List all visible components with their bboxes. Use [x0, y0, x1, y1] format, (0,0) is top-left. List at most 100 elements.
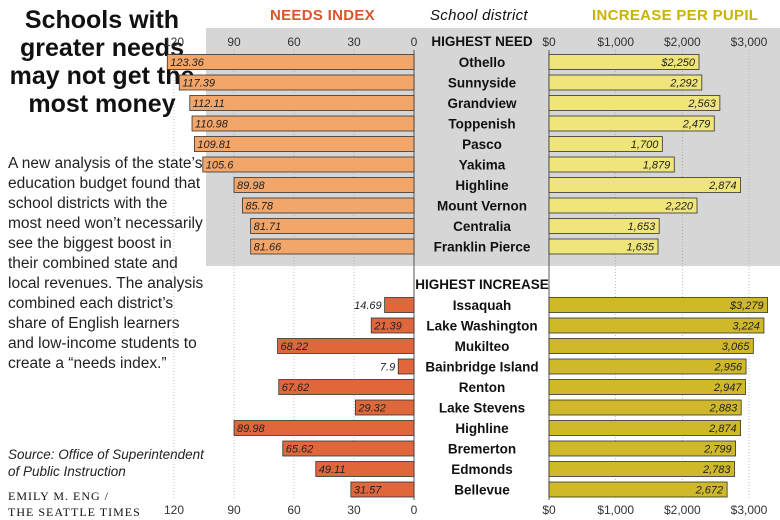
needs-value-label: 67.62 — [282, 382, 310, 394]
needs-tick-bottom: 0 — [411, 503, 418, 517]
increase-value-label: 2,947 — [713, 382, 742, 394]
needs-value-label: 112.11 — [193, 98, 225, 110]
needs-bar — [397, 358, 415, 375]
district-name: Lake Washington — [426, 319, 537, 334]
needs-bar — [233, 177, 415, 193]
needs-bar — [354, 399, 415, 416]
increase-bar — [548, 461, 735, 477]
needs-value-label: 85.78 — [245, 201, 273, 213]
needs-bar — [278, 379, 415, 395]
increase-per-pupil-header: INCREASE PER PUPIL — [592, 7, 759, 24]
group-title: HIGHEST INCREASE — [415, 277, 549, 292]
byline-outlet: THE SEATTLE TIMES — [8, 505, 141, 519]
increase-bar — [548, 54, 700, 70]
increase-bar — [548, 197, 698, 214]
district-name: Highline — [455, 178, 509, 193]
needs-tick-top: 0 — [411, 35, 418, 49]
increase-value-label: 2,479 — [682, 119, 711, 131]
needs-value-label: 65.62 — [286, 444, 314, 456]
needs-bar — [233, 420, 415, 436]
increase-bar — [548, 481, 728, 498]
needs-bar — [178, 74, 415, 91]
needs-bar — [384, 297, 415, 313]
needs-tick-top: 120 — [164, 35, 184, 49]
increase-bar — [548, 115, 715, 132]
needs-bar — [166, 54, 415, 70]
needs-tick-top: 90 — [227, 35, 241, 49]
byline: EMILY M. ENG / THE SEATTLE TIMES — [8, 488, 141, 520]
needs-tick-bottom: 90 — [227, 503, 241, 517]
needs-value-label: 105.6 — [206, 160, 234, 172]
district-name: Renton — [459, 380, 506, 395]
needs-tick-bottom: 60 — [287, 503, 301, 517]
needs-value-label: 81.66 — [254, 242, 282, 254]
needs-bar — [250, 238, 415, 255]
increase-value-label: 2,799 — [703, 444, 732, 456]
increase-value-label: 1,700 — [631, 139, 659, 151]
increase-value-label: 1,635 — [626, 242, 654, 254]
needs-bar — [277, 338, 415, 354]
increase-tick-top: $1,000 — [597, 35, 634, 49]
increase-tick-top: $0 — [542, 35, 556, 49]
increase-value-label: 2,783 — [702, 464, 731, 476]
district-name: Bellevue — [454, 483, 510, 498]
increase-value-label: $2,250 — [660, 57, 696, 69]
increase-tick-top: $3,000 — [731, 35, 768, 49]
headline: Schools with greater needs may not get t… — [9, 6, 195, 118]
district-name: Bainbridge Island — [425, 360, 538, 375]
increase-bar — [548, 379, 746, 395]
needs-value-label: 123.36 — [170, 57, 205, 69]
district-name: Mukilteo — [455, 339, 510, 354]
byline-author: EMILY M. ENG / — [8, 489, 110, 503]
needs-value-label: 89.98 — [237, 180, 265, 192]
increase-value-label: 2,220 — [664, 201, 693, 213]
increase-value-label: 2,956 — [714, 362, 743, 374]
needs-bar — [250, 218, 415, 234]
increase-value-label: 1,653 — [628, 221, 656, 233]
district-name: Yakima — [459, 158, 506, 173]
increase-bar — [548, 218, 660, 234]
district-name: Highline — [455, 421, 509, 436]
needs-value-label: 14.69 — [354, 300, 382, 312]
increase-bar — [548, 95, 721, 111]
increase-value-label: 2,883 — [709, 403, 738, 415]
needs-value-label: 109.81 — [197, 139, 231, 151]
increase-bar — [548, 297, 769, 313]
needs-value-label: 117.39 — [182, 78, 215, 90]
increase-tick-top: $2,000 — [664, 35, 701, 49]
group-title: HIGHEST NEED — [431, 34, 533, 49]
needs-value-label: 89.98 — [237, 423, 265, 435]
district-name: Bremerton — [448, 442, 516, 457]
district-name: Toppenish — [448, 117, 515, 132]
needs-bar — [191, 115, 415, 132]
increase-bar — [548, 317, 765, 334]
needs-value-label: 49.11 — [319, 464, 346, 476]
needs-value-label: 31.57 — [354, 485, 382, 497]
school-district-header: School district — [430, 7, 528, 24]
increase-bar — [548, 440, 737, 457]
increase-bar — [548, 420, 742, 436]
increase-value-label: 2,874 — [708, 180, 737, 192]
district-name: Franklin Pierce — [434, 240, 531, 255]
source-note: Source: Office of Superintendent of Publ… — [8, 447, 204, 479]
needs-bar — [202, 156, 415, 173]
needs-bar — [315, 461, 415, 477]
increase-value-label: 2,874 — [708, 423, 737, 435]
needs-tick-top: 30 — [347, 35, 361, 49]
increase-tick-bottom: $3,000 — [731, 503, 768, 517]
increase-bar — [548, 156, 675, 173]
needs-tick-bottom: 120 — [164, 503, 184, 517]
district-name: Mount Vernon — [437, 199, 527, 214]
needs-value-label: 7.9 — [380, 362, 395, 374]
increase-bar — [548, 74, 703, 91]
needs-bar — [370, 317, 415, 334]
needs-tick-top: 60 — [287, 35, 301, 49]
increase-value-label: 1,879 — [643, 160, 671, 172]
district-name: Centralia — [453, 219, 511, 234]
district-name: Edmonds — [451, 462, 513, 477]
needs-value-label: 110.98 — [195, 119, 229, 131]
increase-bar — [548, 177, 742, 193]
needs-value-label: 29.32 — [357, 403, 386, 415]
increase-bar — [548, 399, 742, 416]
